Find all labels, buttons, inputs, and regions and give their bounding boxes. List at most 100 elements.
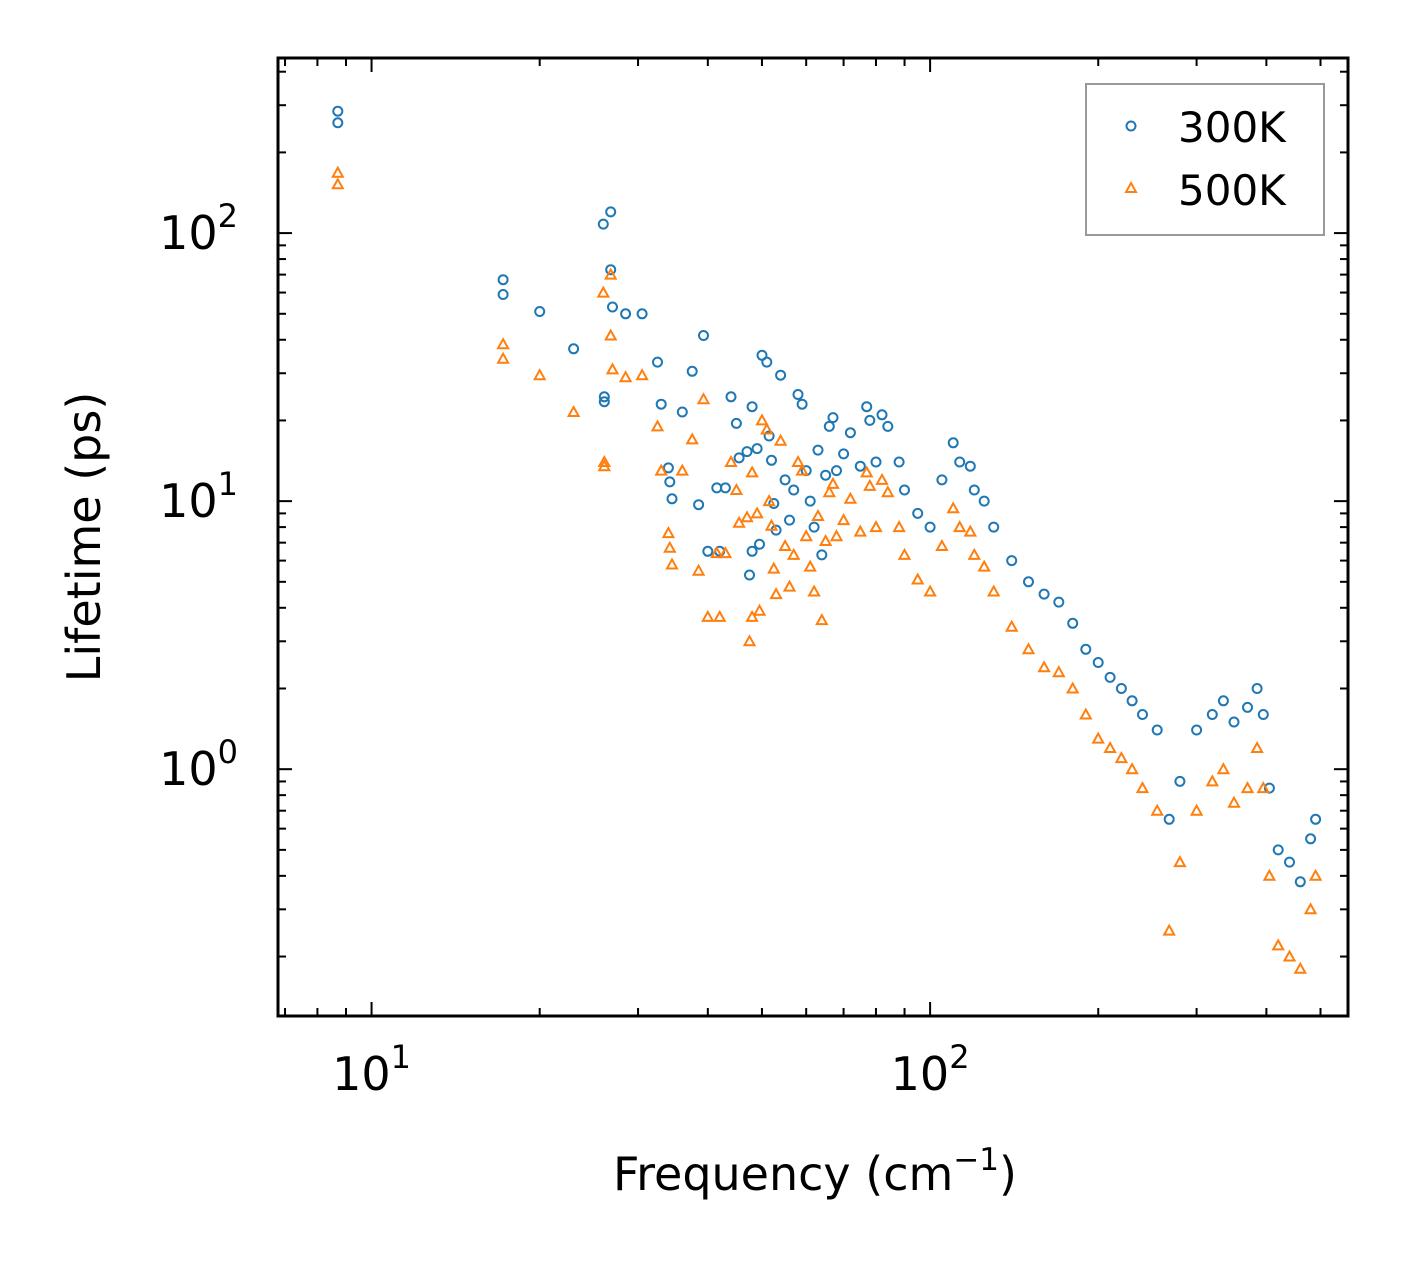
point-500k-87 xyxy=(1150,803,1164,816)
point-500k-40 xyxy=(767,561,781,574)
legend-box xyxy=(1085,83,1325,236)
point-500k-38 xyxy=(762,494,776,507)
point-300k-49 xyxy=(804,495,816,507)
y-tick-label-0-base: 10 xyxy=(159,742,218,796)
point-500k-58 xyxy=(843,491,858,504)
point-500k-5 xyxy=(566,404,581,417)
y-tick-label-1: 101 xyxy=(159,465,238,528)
point-300k-39 xyxy=(766,454,777,466)
point-300k-87 xyxy=(1151,724,1163,736)
point-500k-76 xyxy=(1005,619,1019,632)
point-500k-93 xyxy=(1227,795,1241,808)
point-500k-59 xyxy=(853,524,867,537)
point-500k-69 xyxy=(935,538,949,551)
point-500k-51 xyxy=(811,508,825,521)
point-500k-56 xyxy=(829,529,844,542)
point-500k-75 xyxy=(987,584,1001,597)
point-500k-48 xyxy=(799,529,813,542)
point-500k-83 xyxy=(1103,740,1117,753)
point-300k-86 xyxy=(1137,709,1148,720)
points-layer xyxy=(331,105,1323,974)
point-300k-43 xyxy=(779,474,791,486)
point-300k-101 xyxy=(1305,833,1317,845)
x-tick-label-0: 101 xyxy=(332,1038,411,1101)
point-500k-15 xyxy=(654,463,668,476)
point-300k-45 xyxy=(788,484,800,496)
point-500k-92 xyxy=(1216,762,1231,775)
point-300k-27 xyxy=(725,391,737,403)
point-300k-82 xyxy=(1092,657,1104,668)
legend-marker-300k xyxy=(1125,120,1137,132)
point-300k-68 xyxy=(924,521,936,533)
point-300k-102 xyxy=(1310,813,1322,825)
point-500k-9 xyxy=(605,362,620,375)
point-300k-14 xyxy=(652,356,663,368)
point-300k-53 xyxy=(820,469,832,481)
point-300k-62 xyxy=(870,456,882,468)
point-300k-54 xyxy=(823,420,835,432)
x-axis-label-exponent: −1 xyxy=(953,1142,999,1178)
point-300k-58 xyxy=(844,427,856,439)
point-300k-26 xyxy=(719,482,731,494)
point-300k-77 xyxy=(1023,576,1034,588)
point-500k-27 xyxy=(724,454,738,467)
plot-frame xyxy=(276,56,1350,1018)
point-500k-101 xyxy=(1303,902,1318,915)
point-500k-13 xyxy=(597,459,611,472)
point-500k-67 xyxy=(911,572,925,585)
point-500k-85 xyxy=(1125,762,1139,775)
point-500k-8 xyxy=(604,328,618,341)
y-tick-label-0-exponent: 0 xyxy=(218,733,238,771)
point-300k-6 xyxy=(597,218,609,230)
point-500k-45 xyxy=(787,547,801,560)
point-300k-59 xyxy=(854,460,866,472)
point-500k-66 xyxy=(897,547,912,560)
point-500k-49 xyxy=(803,559,817,572)
point-500k-11 xyxy=(635,368,649,381)
point-300k-13 xyxy=(598,396,610,408)
point-300k-64 xyxy=(882,420,894,432)
x-tick-label-1: 102 xyxy=(891,1038,970,1101)
point-500k-1 xyxy=(331,177,345,190)
point-300k-63 xyxy=(876,409,888,421)
point-300k-17 xyxy=(664,476,676,488)
point-300k-70 xyxy=(947,437,959,449)
point-300k-18 xyxy=(666,493,678,505)
point-500k-74 xyxy=(977,559,991,572)
point-500k-16 xyxy=(661,526,676,539)
point-300k-46 xyxy=(792,389,804,400)
point-300k-90 xyxy=(1191,724,1203,736)
point-500k-70 xyxy=(946,501,960,514)
point-300k-8 xyxy=(605,264,617,276)
point-500k-98 xyxy=(1271,938,1285,951)
point-500k-43 xyxy=(778,538,792,551)
point-300k-33 xyxy=(746,545,758,557)
point-300k-73 xyxy=(968,484,980,496)
point-500k-28 xyxy=(729,482,744,495)
point-500k-32 xyxy=(745,465,759,478)
point-500k-91 xyxy=(1205,774,1219,787)
point-500k-26 xyxy=(718,546,733,559)
point-300k-38 xyxy=(763,430,775,442)
point-500k-42 xyxy=(773,433,788,446)
x-axis-label: Frequency (cm−1) xyxy=(613,1142,1017,1201)
point-500k-21 xyxy=(691,563,706,576)
point-300k-31 xyxy=(744,569,755,581)
point-500k-23 xyxy=(701,609,715,622)
point-500k-22 xyxy=(696,392,711,405)
point-300k-5 xyxy=(568,343,580,355)
point-500k-37 xyxy=(760,422,774,435)
point-500k-54 xyxy=(822,485,836,498)
point-500k-89 xyxy=(1173,855,1187,868)
point-500k-60 xyxy=(860,465,874,478)
point-300k-29 xyxy=(733,452,745,464)
point-300k-56 xyxy=(831,465,842,477)
point-500k-100 xyxy=(1293,961,1307,974)
point-500k-10 xyxy=(618,370,633,383)
point-300k-85 xyxy=(1126,695,1138,707)
point-500k-81 xyxy=(1079,707,1093,720)
point-300k-78 xyxy=(1038,588,1050,600)
point-500k-80 xyxy=(1066,681,1080,694)
point-300k-15 xyxy=(655,398,667,410)
